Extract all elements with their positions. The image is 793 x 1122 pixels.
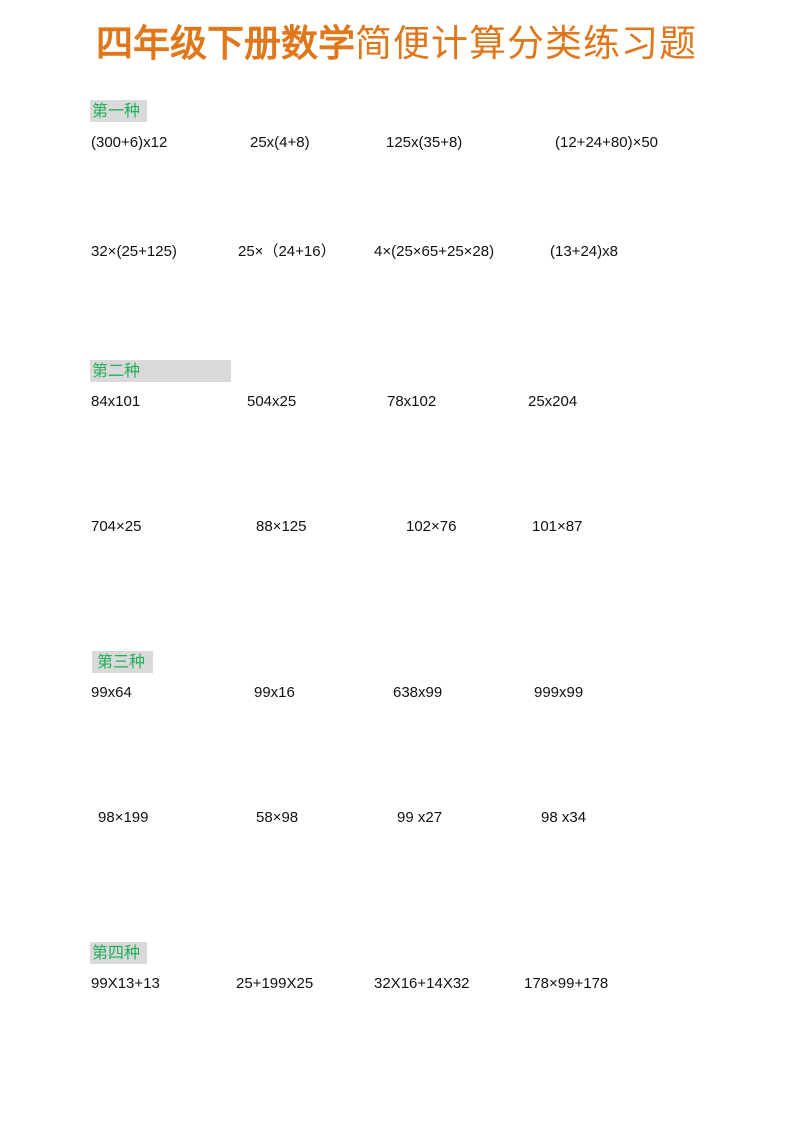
problem: 125x(35+8): [386, 134, 463, 151]
problem: 102×76: [406, 518, 457, 535]
section-header-4: 第四种: [90, 942, 147, 964]
problem: 25+199X25: [236, 975, 314, 992]
problem: (300+6)x12: [91, 134, 168, 151]
problem: 4×(25×65+25×28): [374, 243, 495, 260]
problem: 638x99: [393, 684, 443, 701]
problem: 178×99+178: [524, 975, 609, 992]
problem: 32×(25+125): [91, 243, 177, 260]
problem: 99x64: [91, 684, 132, 701]
title-regular-part: 简便计算分类练习题: [355, 22, 697, 65]
problem: 78x102: [387, 393, 437, 410]
problem: 999x99: [534, 684, 584, 701]
section-header-1: 第一种: [90, 100, 147, 122]
problem: 504x25: [247, 393, 297, 410]
problem: 84x101: [91, 393, 141, 410]
problem: 704×25: [91, 518, 142, 535]
problem: 88×125: [256, 518, 307, 535]
problem: 101×87: [532, 518, 583, 535]
problem: 25x204: [528, 393, 578, 410]
problem: (12+24+80)×50: [555, 134, 659, 151]
title-bold-part: 四年级下册数学: [96, 23, 355, 64]
problem: 99 x27: [397, 809, 443, 826]
problem: 25×（24+16）: [238, 243, 336, 260]
problem: 32X16+14X32: [374, 975, 470, 992]
section-header-3: 第三种: [92, 651, 153, 673]
problem: 58×98: [256, 809, 299, 826]
problem: 25x(4+8): [250, 134, 310, 151]
section-header-2: 第二种: [90, 360, 231, 382]
problem: 98×199: [98, 809, 149, 826]
problem: (13+24)x8: [550, 243, 618, 260]
page-title: 四年级下册数学简便计算分类练习题: [0, 20, 793, 68]
problem: 99x16: [254, 684, 295, 701]
problem: 99X13+13: [91, 975, 160, 992]
problem: 98 x34: [541, 809, 587, 826]
